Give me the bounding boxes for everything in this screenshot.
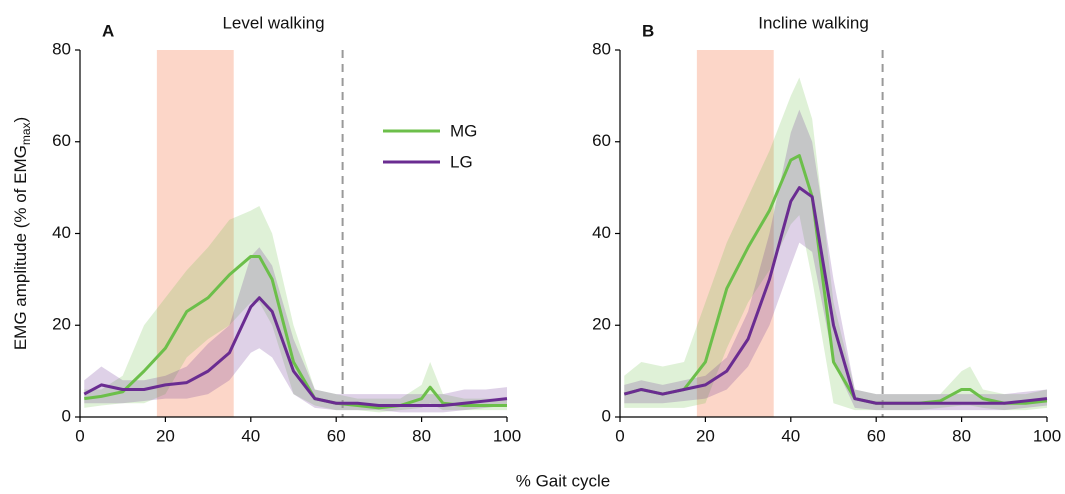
x-tick-label: 20 <box>156 426 175 445</box>
sd-band <box>624 109 1047 411</box>
mean-line <box>83 296 508 408</box>
legend-label: LG <box>450 152 473 171</box>
y-tick-label: 60 <box>52 131 71 150</box>
stance-span <box>156 50 234 417</box>
mean-line <box>623 154 1048 405</box>
mean-line <box>623 186 1048 405</box>
x-tick-label: 80 <box>412 426 431 445</box>
panel-label: B <box>642 21 654 40</box>
x-tick-label: 80 <box>952 426 971 445</box>
y-tick-label: 80 <box>592 39 611 58</box>
y-tick-label: 40 <box>592 223 611 242</box>
panel-label: A <box>102 21 114 40</box>
y-axis-label: EMG amplitude (% of EMGmax) <box>11 117 33 350</box>
sd-band <box>84 247 508 413</box>
x-tick-label: 40 <box>781 426 800 445</box>
x-tick-label: 100 <box>493 426 521 445</box>
mean-line <box>84 254 507 410</box>
panel-title: Incline walking <box>758 13 869 32</box>
y-tick-label: 80 <box>52 39 71 58</box>
y-axis-label-sub: max <box>19 122 33 145</box>
x-tick-label: 20 <box>696 426 715 445</box>
x-tick-label: 100 <box>1033 426 1061 445</box>
y-tick-label: 20 <box>52 315 71 334</box>
x-tick-label: 60 <box>867 426 886 445</box>
x-tick-label: 0 <box>615 426 624 445</box>
sd-band <box>624 77 1047 411</box>
x-tick-label: 60 <box>327 426 346 445</box>
y-axis-label-text: EMG amplitude (% of EMG <box>11 145 30 350</box>
x-tick-label: 40 <box>241 426 260 445</box>
panel-title: Level walking <box>222 13 324 32</box>
y-tick-label: 40 <box>52 223 71 242</box>
y-tick-label: 0 <box>602 406 611 425</box>
y-tick-label: 0 <box>62 406 71 425</box>
y-tick-label: 20 <box>592 315 611 334</box>
x-tick-label: 0 <box>75 426 84 445</box>
sd-band <box>84 205 508 413</box>
y-tick-label: 60 <box>592 131 611 150</box>
legend-label: MG <box>450 121 477 140</box>
y-axis-label-close: ) <box>11 117 30 123</box>
x-axis-label: % Gait cycle <box>516 471 610 490</box>
